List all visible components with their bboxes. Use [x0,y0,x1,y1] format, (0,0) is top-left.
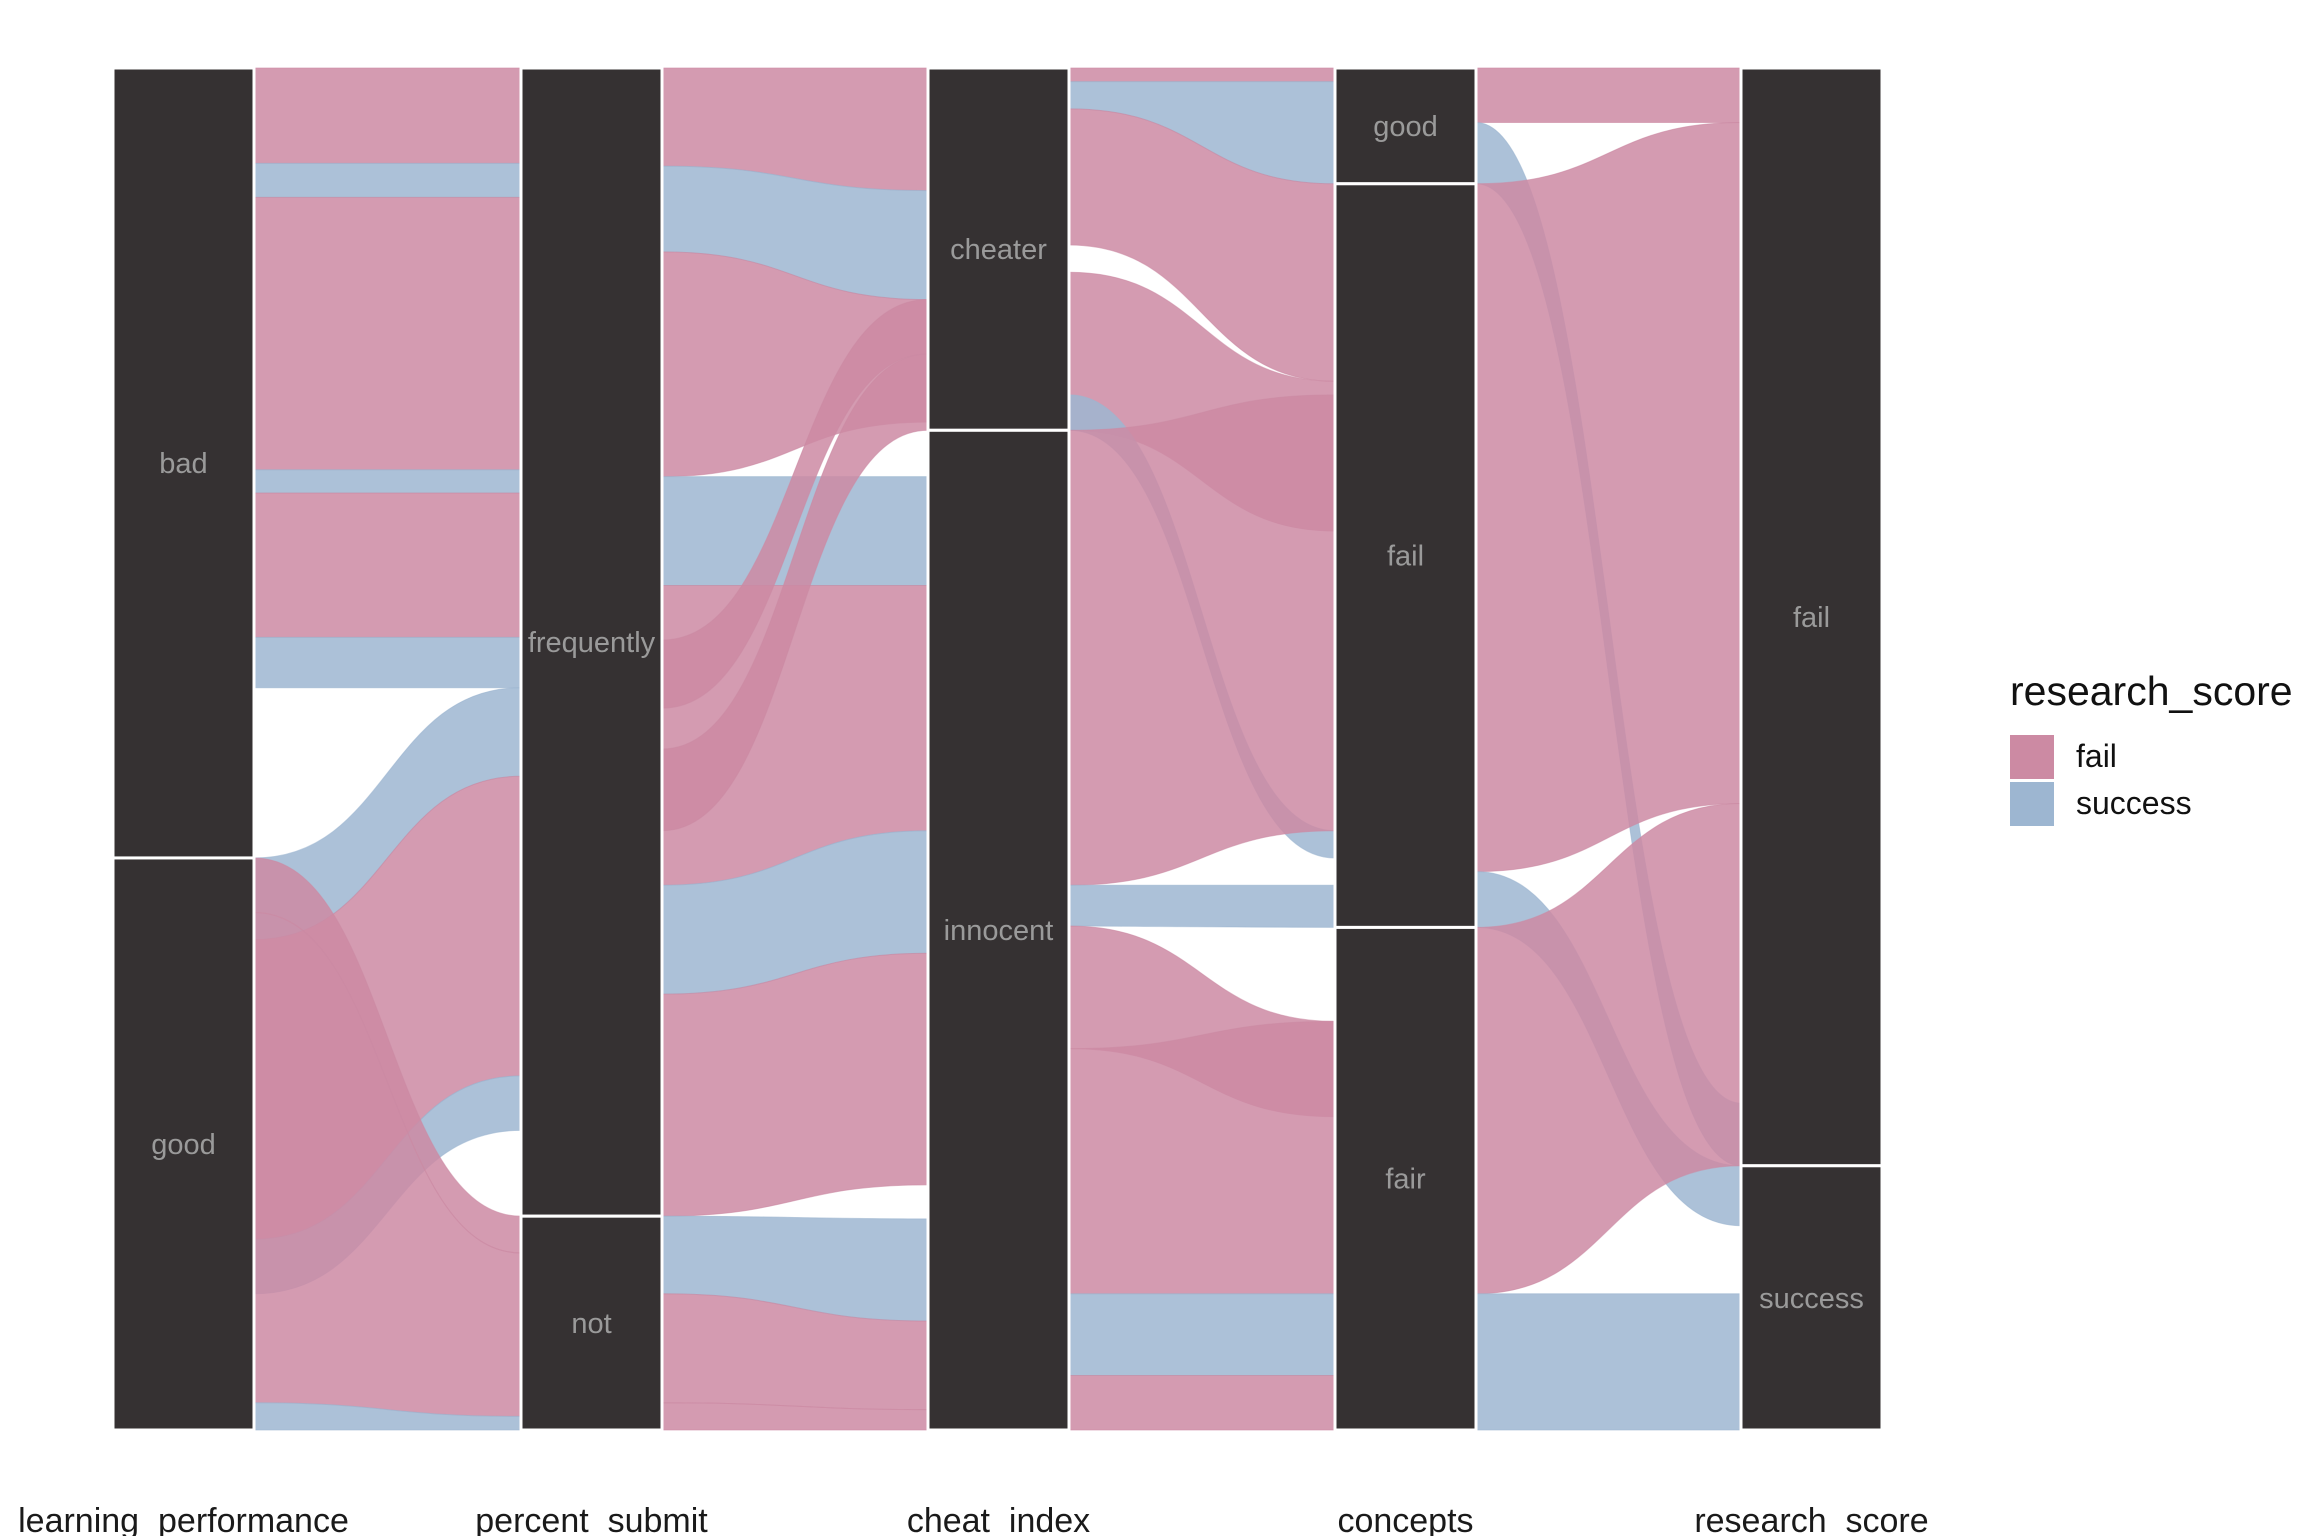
stratum-learning_performance-bad [111,66,256,860]
flow-3-4 [1475,802,1742,1295]
stratum-label-learning_performance-bad: bad [159,448,207,480]
flow-2-10 [1068,1375,1336,1431]
axis-labels: learning_performance percent_submit cheat_… [18,1502,1929,1536]
flow-1-6 [661,952,929,1217]
stratum-label-learning_performance-good: good [151,1129,216,1161]
flow-2-6 [1068,884,1336,928]
legend-label-success: success [2076,785,2192,821]
stratum-research_score-fail [1739,66,1884,1168]
flow-0-4 [253,492,522,638]
flow-0-2 [253,196,522,471]
stratum-label-concepts-fair: fair [1385,1164,1426,1196]
flow-0-0 [253,67,522,164]
flow-3-2 [1475,121,1742,873]
legend-item-fail: fail [2010,733,2293,780]
flow-3-0 [1475,67,1742,123]
flow-3-5 [1475,1293,1742,1431]
stratum-label-percent_submit-not: not [571,1308,611,1340]
flow-2-8 [1068,1020,1336,1295]
stratum-percent_submit-frequently [519,66,664,1218]
flow-2-5 [1068,394,1336,886]
stratum-label-concepts-fail: fail [1387,541,1424,573]
stratum-percent_submit-not [519,1214,664,1432]
legend-key-success [2010,781,2054,826]
stratum-concepts-fail [1333,182,1478,929]
legend-title: research_score [2010,668,2293,714]
axis-label-cheat_index: cheat_index [907,1502,1090,1536]
strata: bad good frequently not cheater innocent good f… [111,66,1884,1432]
axis-label-learning_performance: learning_performance [18,1502,349,1536]
flow-0-5 [253,636,522,689]
stratum-label-percent_submit-frequently: frequently [528,627,656,659]
stratum-research_score-success [1739,1164,1884,1432]
flow-0-3 [253,469,522,494]
flow-0-1 [253,162,522,198]
legend-item-success: success [2010,780,2293,827]
stratum-cheat_index-cheater [926,66,1071,432]
stratum-learning_performance-good [111,856,256,1432]
axis-label-research_score: research_score [1694,1502,1928,1536]
axis-label-concepts: concepts [1337,1502,1473,1536]
axis-label-percent_submit: percent_submit [475,1502,708,1536]
legend: research_score fail success [2010,668,2293,827]
stratum-cheat_index-innocent [926,428,1071,1432]
flow-2-0 [1068,67,1336,83]
stratum-concepts-fair [1333,925,1478,1432]
stratum-label-research_score-success: success [1759,1283,1864,1315]
flow-bands [253,67,1742,1431]
flow-2-9 [1068,1293,1336,1377]
legend-key-fail [2010,734,2054,779]
stratum-label-cheat_index-cheater: cheater [950,234,1047,266]
legend-label-fail: fail [2076,738,2117,774]
stratum-label-concepts-good: good [1373,111,1438,143]
stratum-label-cheat_index-innocent: innocent [944,915,1054,947]
stratum-label-research_score-fail: fail [1793,602,1830,634]
